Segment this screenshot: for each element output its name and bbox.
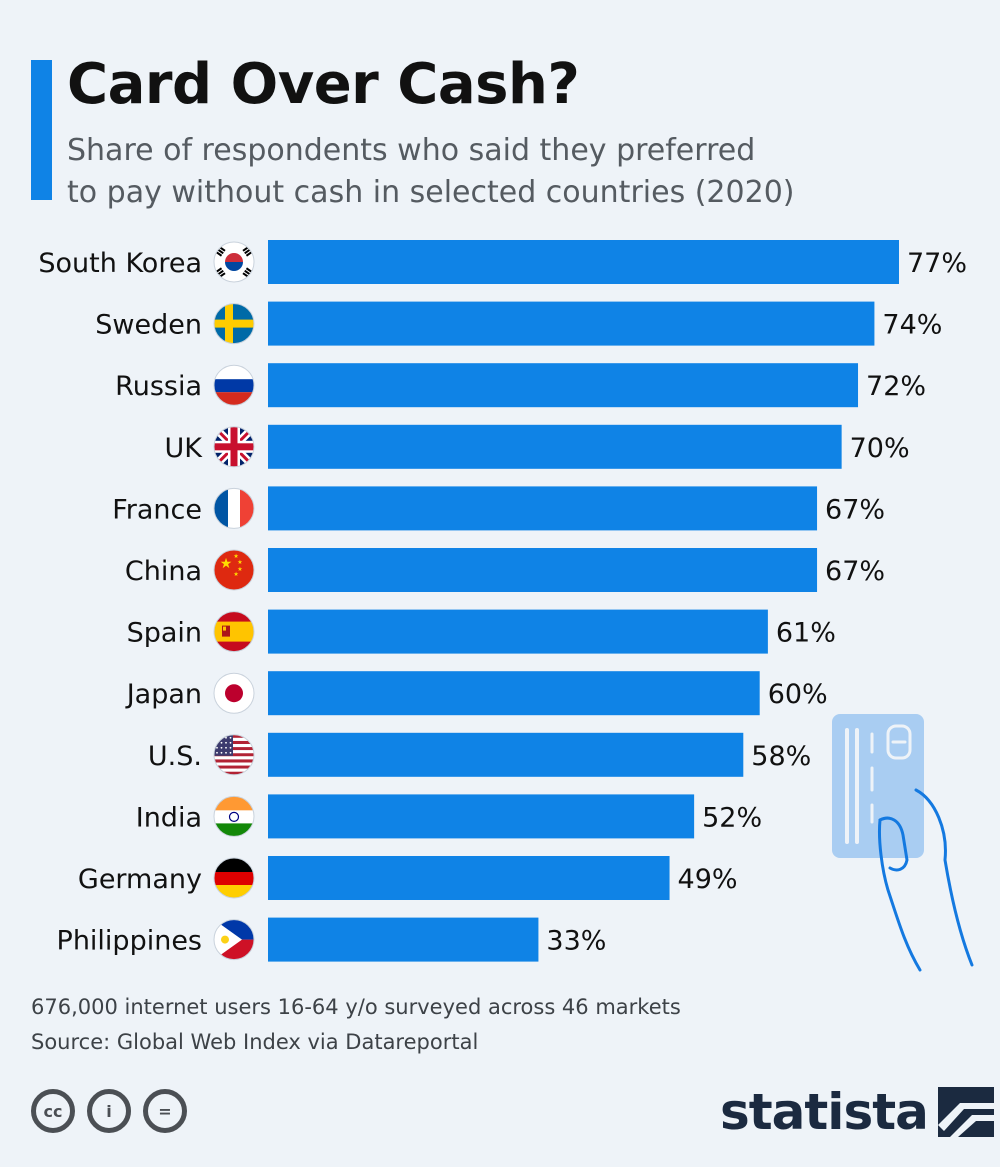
bar-row: Spain 61% (127, 609, 836, 654)
category-label: France (112, 494, 202, 525)
flag-us-icon (213, 734, 255, 776)
bar (268, 671, 760, 716)
value-label: 74% (882, 310, 942, 341)
flag-russia-icon (213, 364, 255, 406)
chart-subtitle: Share of respondents who said they prefe… (67, 130, 867, 214)
survey-note: 676,000 internet users 16-64 y/o surveye… (31, 995, 681, 1019)
flag-spain-icon (213, 611, 255, 653)
svg-text:★: ★ (220, 556, 233, 572)
bar (268, 609, 768, 654)
statista-wordmark: statista (720, 1083, 929, 1141)
flag-japan-icon (213, 672, 255, 714)
flag-germany-icon (213, 857, 255, 899)
value-label: 49% (678, 864, 738, 895)
category-label: Spain (127, 618, 202, 649)
bar (268, 240, 899, 284)
credit-card-hand-illustration (832, 714, 974, 972)
svg-text:★: ★ (237, 559, 242, 566)
bar-row: Sweden 74% (95, 301, 942, 346)
bar-row: Russia 72% (115, 363, 926, 408)
accent-bar (31, 60, 52, 200)
bar (268, 424, 842, 469)
category-label: Sweden (95, 310, 202, 341)
value-label: 70% (850, 433, 910, 464)
category-label: India (136, 802, 202, 833)
bar (268, 794, 695, 839)
bar-row: Philippines 33% (57, 917, 606, 962)
value-label: 33% (546, 926, 606, 957)
flag-india-icon (213, 795, 255, 837)
bar (268, 856, 670, 900)
category-label: Germany (78, 864, 202, 895)
svg-text:★: ★ (233, 553, 238, 560)
bar-row: U.S. 58% (148, 732, 811, 777)
chart-title: Card Over Cash? (67, 52, 580, 117)
bar-row: France 67% (112, 486, 885, 531)
value-label: 61% (776, 618, 836, 649)
category-label: Russia (115, 371, 202, 402)
bar-row: South Korea 77% (38, 240, 967, 284)
category-label: South Korea (38, 248, 202, 279)
bar (268, 486, 818, 531)
flag-south-korea-icon (213, 241, 255, 283)
category-label: Philippines (57, 926, 202, 957)
license-icons: cc i = (31, 1089, 187, 1133)
value-label: 60% (768, 679, 828, 710)
value-label: 77% (907, 248, 967, 279)
bar-row: Japan 60% (125, 671, 828, 716)
source-note: Source: Global Web Index via Datareporta… (31, 1030, 479, 1054)
bar-row: India 52% (136, 794, 762, 839)
bar-row: Germany 49% (78, 856, 738, 900)
attribution-icon[interactable]: i (87, 1089, 131, 1133)
flag-china-icon: ★ ★★★★ (213, 549, 255, 591)
category-label: Japan (125, 679, 202, 710)
bar (268, 363, 859, 408)
value-label: 72% (866, 371, 926, 402)
statista-mark-icon (937, 1087, 994, 1137)
flag-philippines-icon (213, 919, 255, 961)
bar (268, 301, 875, 346)
value-label: 52% (702, 802, 762, 833)
bar-row: China ★ ★★★★ 67% (125, 548, 885, 592)
bar (268, 548, 818, 592)
category-label: UK (165, 433, 204, 464)
category-label: China (125, 556, 202, 587)
flag-uk-icon (213, 426, 255, 468)
bar (268, 917, 539, 962)
value-label: 58% (751, 741, 811, 772)
no-derivatives-icon[interactable]: = (143, 1089, 187, 1133)
subtitle-line-1: Share of respondents who said they prefe… (67, 133, 756, 168)
statista-logo[interactable]: statista (720, 1082, 994, 1142)
value-label: 67% (825, 494, 885, 525)
value-label: 67% (825, 556, 885, 587)
flag-sweden-icon (213, 303, 255, 345)
category-label: U.S. (148, 741, 202, 772)
subtitle-line-2: to pay without cash in selected countrie… (67, 175, 795, 210)
bar-row: UK 70% (165, 424, 910, 469)
bar (268, 732, 744, 777)
creative-commons-icon[interactable]: cc (31, 1089, 75, 1133)
svg-text:★: ★ (233, 571, 238, 578)
svg-text:★: ★ (237, 566, 242, 573)
flag-france-icon (213, 487, 255, 529)
